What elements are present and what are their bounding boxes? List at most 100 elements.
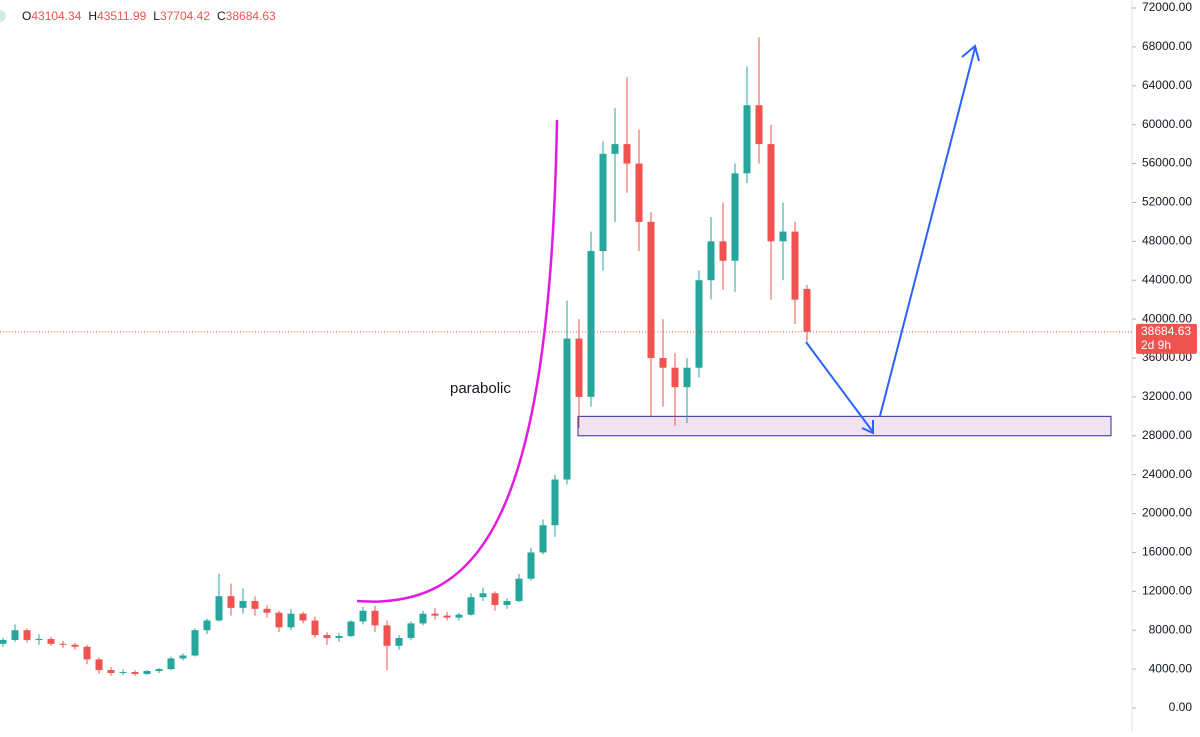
ohlc-legend: O43104.34 H43511.99 L37704.42 C38684.63 [22,9,276,23]
candle-body [143,671,151,674]
candle-body [11,630,19,640]
candle-body [791,231,799,300]
candle-body [455,614,463,618]
candle-body [83,646,91,660]
candle-body [263,608,271,613]
candle-body [731,173,739,261]
y-tick-label: 44000.00 [1142,272,1192,286]
arrow-head [961,44,980,62]
candle-body [287,613,295,628]
y-tick-label: 32000.00 [1142,389,1192,403]
status-dot [0,10,6,22]
candle-body [311,620,319,636]
candle-body [155,669,163,672]
candle-body [599,153,607,252]
zone-group [577,415,1112,437]
candle-body [239,601,247,608]
arrows [805,44,980,435]
ohlc-value: 37704.42 [160,9,210,23]
candle-body [695,280,703,368]
candle-body [299,613,307,621]
y-tick-label: 60000.00 [1142,117,1192,131]
y-tick-label: 64000.00 [1142,78,1192,92]
candle-body [587,251,595,397]
candle-body [623,144,631,164]
y-tick-label: 68000.00 [1142,39,1192,53]
candle-body [671,367,679,388]
candle-body [539,525,547,553]
candle-body [131,672,139,674]
candle-body [467,597,475,615]
candle-body [719,241,727,261]
annotation: parabolic [450,380,511,397]
candle-body [683,367,691,388]
price-tag-countdown: 2d 9h [1141,338,1171,352]
candle-body [59,643,67,645]
candle-body [323,635,331,638]
y-tick-label: 56000.00 [1142,156,1192,170]
ohlc-value: 38684.63 [226,9,276,23]
candle-body [215,596,223,621]
ohlc-key: C [217,9,226,23]
candle-body [419,613,427,624]
price-tag-value: 38684.63 [1141,324,1191,338]
candle-body [431,613,439,616]
y-tick-label: 4000.00 [1149,661,1193,675]
candle-body [491,593,499,605]
candle-body [359,610,367,622]
ohlc-key: L [153,9,160,23]
candle-body [203,620,211,631]
candle-body [191,630,199,656]
candle-body [251,601,259,609]
candle-body [803,288,811,332]
candle-body [227,596,235,608]
y-tick-label: 12000.00 [1142,584,1192,598]
arrow-down [805,341,874,433]
candle-body [755,105,763,145]
candle-body [371,610,379,626]
candle-body [743,105,751,174]
y-tick-label: 40000.00 [1142,311,1192,325]
candle-body [35,638,43,640]
candle-body [23,630,31,640]
candle-body [167,658,175,670]
candle-body [407,623,415,638]
y-axis: 0.00 4000.00 8000.00 12000.00 16000.00 20000.… [1132,0,1192,714]
candle-body [179,655,187,659]
y-tick-label: 0.00 [1169,700,1193,714]
candle-body [503,601,511,605]
candle-body [275,612,283,628]
ohlc-value: 43104.34 [31,9,81,23]
candle-body [347,621,355,637]
candle-body [611,144,619,154]
y-tick-label: 48000.00 [1142,234,1192,248]
price-tag-box [1136,323,1197,354]
candle-body [551,479,559,526]
candle-body [767,144,775,242]
candle-body [71,644,79,647]
candle-body [635,163,643,222]
candle-body [515,578,523,602]
candle-body [95,659,103,671]
candle-body [479,593,487,598]
y-tick-label: 8000.00 [1149,622,1193,636]
ohlc-key: O [22,9,31,23]
y-tick-label: 16000.00 [1142,545,1192,559]
candle-body [47,638,55,644]
arrow-up [879,47,976,417]
support-zone [577,415,1112,437]
candle-body [779,231,787,242]
candle-body [659,358,667,368]
candle-body [707,241,715,281]
legend: O43104.34 H43511.99 L37704.42 C38684.63 [0,9,276,23]
ohlc-value: 43511.99 [97,9,146,23]
candle-body [575,338,583,397]
candle-body [107,670,115,673]
y-tick-label: 72000.00 [1142,0,1192,14]
arrow-head [861,420,874,435]
candle-body [395,638,403,646]
y-tick-label: 20000.00 [1142,506,1192,520]
